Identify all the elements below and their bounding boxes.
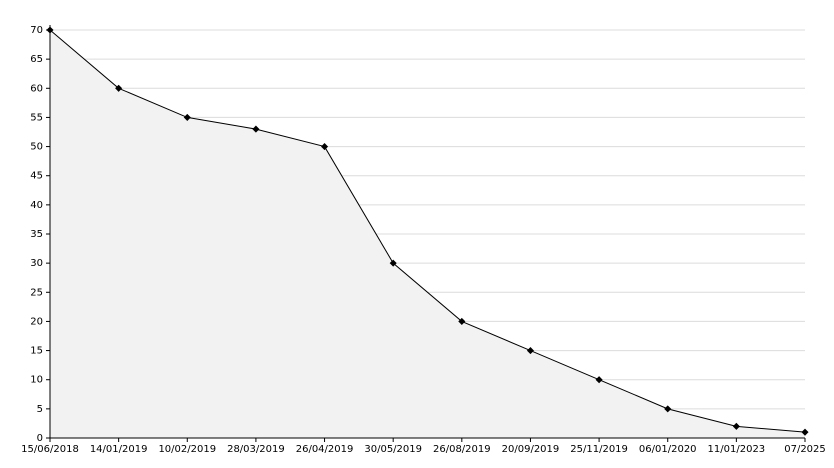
x-tick-label: 06/01/2020 — [639, 444, 697, 455]
x-tick-label: 30/05/2019 — [364, 444, 422, 455]
point — [252, 125, 260, 133]
x-tick-label: 26/08/2019 — [433, 444, 491, 455]
y-tick-label: 55 — [30, 112, 43, 123]
y-tick-label: 35 — [30, 229, 43, 240]
area — [50, 30, 805, 438]
y-tick-label: 50 — [30, 142, 43, 153]
point — [183, 113, 191, 121]
point — [526, 347, 534, 355]
y-tick-label: 15 — [30, 346, 43, 357]
point — [389, 259, 397, 267]
y-tick-label: 10 — [30, 375, 43, 386]
y-tick-label: 65 — [30, 54, 43, 65]
x-tick-label: 15/06/2018 — [21, 444, 79, 455]
point — [732, 422, 740, 430]
y-tick-label: 40 — [30, 200, 43, 211]
point — [595, 376, 603, 384]
x-tick-label: 25/11/2019 — [570, 444, 628, 455]
y-tick-label: 5 — [37, 404, 43, 415]
point — [801, 428, 809, 436]
y-tick-label: 20 — [30, 316, 43, 327]
point — [664, 405, 672, 413]
x-tick-label: 14/01/2019 — [90, 444, 148, 455]
y-tick-label: 70 — [30, 25, 43, 36]
x-tick-label: 10/02/2019 — [158, 444, 216, 455]
point — [321, 143, 329, 151]
line — [49, 29, 806, 433]
y-tick-label: 45 — [30, 171, 43, 182]
y-tick-label: 60 — [30, 83, 43, 94]
point — [115, 84, 123, 92]
x-tick-label: 20/09/2019 — [502, 444, 560, 455]
x-tick-label: 26/04/2019 — [296, 444, 354, 455]
x-tick-label: 28/03/2019 — [227, 444, 285, 455]
x-tick-label: 11/01/2023 — [708, 444, 766, 455]
point — [458, 317, 466, 325]
y-tick-label: 0 — [37, 433, 43, 444]
y-tick-label: 30 — [30, 258, 43, 269]
x-tick-label: 07/2025 — [784, 444, 826, 455]
y-tick-label: 25 — [30, 287, 43, 298]
